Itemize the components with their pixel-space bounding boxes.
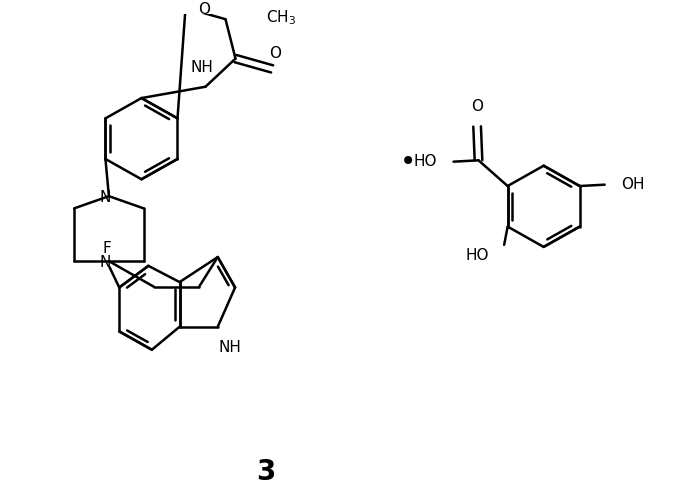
Text: HO: HO bbox=[413, 154, 437, 169]
Text: N: N bbox=[100, 255, 111, 270]
Text: CH$_3$: CH$_3$ bbox=[266, 8, 296, 27]
Text: 3: 3 bbox=[257, 458, 276, 485]
Text: F: F bbox=[103, 241, 111, 256]
Text: O: O bbox=[198, 2, 210, 17]
Text: N: N bbox=[100, 190, 111, 205]
Text: O: O bbox=[270, 46, 282, 61]
Text: OH: OH bbox=[621, 177, 644, 192]
Text: •: • bbox=[401, 148, 417, 176]
Text: NH: NH bbox=[219, 340, 242, 355]
Text: HO: HO bbox=[466, 248, 489, 262]
Text: O: O bbox=[471, 100, 483, 114]
Text: NH: NH bbox=[191, 60, 213, 74]
